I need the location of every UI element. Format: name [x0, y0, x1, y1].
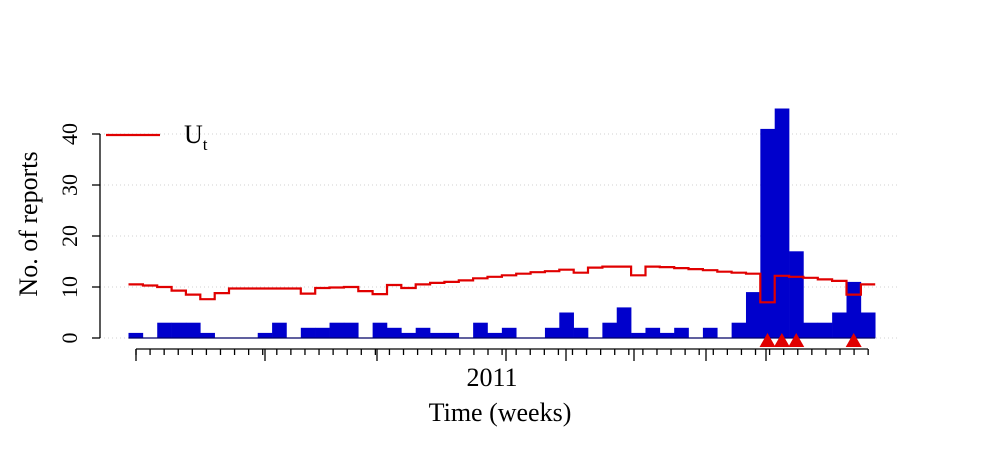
bar — [860, 312, 876, 338]
alarm-marker — [845, 333, 862, 347]
threshold-step-line — [128, 265, 876, 304]
bar — [185, 322, 201, 338]
x-tick-label-2011: 2011 — [466, 363, 517, 392]
alarm-layer — [759, 333, 862, 347]
bar — [300, 327, 316, 338]
bar — [430, 332, 445, 338]
bar — [128, 332, 144, 338]
bar — [645, 327, 661, 338]
bar — [602, 322, 618, 338]
bar — [544, 327, 560, 338]
bar — [343, 322, 359, 338]
bar — [674, 327, 689, 338]
bar — [631, 332, 646, 338]
axes-layer: 0 10 20 30 40 — [57, 123, 869, 361]
bar — [372, 322, 388, 338]
bar — [171, 322, 187, 338]
bar — [329, 322, 345, 338]
bar — [401, 332, 416, 338]
bar — [473, 322, 488, 338]
bar — [386, 327, 402, 338]
bar — [774, 108, 790, 338]
x-axis-label: Time (weeks) — [429, 398, 572, 427]
legend-label-main: U — [184, 120, 203, 149]
y-tick-label: 30 — [57, 174, 82, 196]
bar — [487, 332, 503, 338]
bar — [315, 327, 330, 338]
y-tick-label: 20 — [57, 225, 82, 247]
bar — [157, 322, 172, 338]
bar — [501, 327, 517, 338]
bar — [616, 307, 632, 338]
legend-label-subscript: t — [203, 135, 208, 154]
alarm-marker — [773, 333, 790, 347]
bar — [444, 332, 460, 338]
bar — [846, 281, 862, 338]
legend: Ut — [106, 120, 208, 154]
bars-layer — [128, 108, 876, 339]
bar — [832, 312, 847, 338]
y-tick-label: 10 — [57, 276, 82, 298]
bar — [415, 327, 431, 338]
bar — [559, 312, 574, 338]
bar — [257, 332, 273, 338]
bar — [789, 251, 804, 338]
alarm-marker — [788, 333, 805, 347]
y-tick-label: 40 — [57, 123, 82, 145]
legend-label: Ut — [184, 120, 208, 154]
bar — [659, 332, 675, 338]
bar — [803, 322, 819, 338]
bar — [702, 327, 718, 338]
bar — [731, 322, 747, 338]
bar — [200, 332, 215, 338]
bar — [745, 292, 761, 338]
y-tick-label: 0 — [57, 333, 82, 344]
alarm-marker — [759, 333, 776, 347]
threshold-line-layer — [128, 265, 876, 304]
bar — [817, 322, 833, 338]
y-axis-label: No. of reports — [14, 151, 43, 296]
bar — [760, 128, 775, 338]
bar — [573, 327, 589, 338]
bar — [272, 322, 287, 338]
